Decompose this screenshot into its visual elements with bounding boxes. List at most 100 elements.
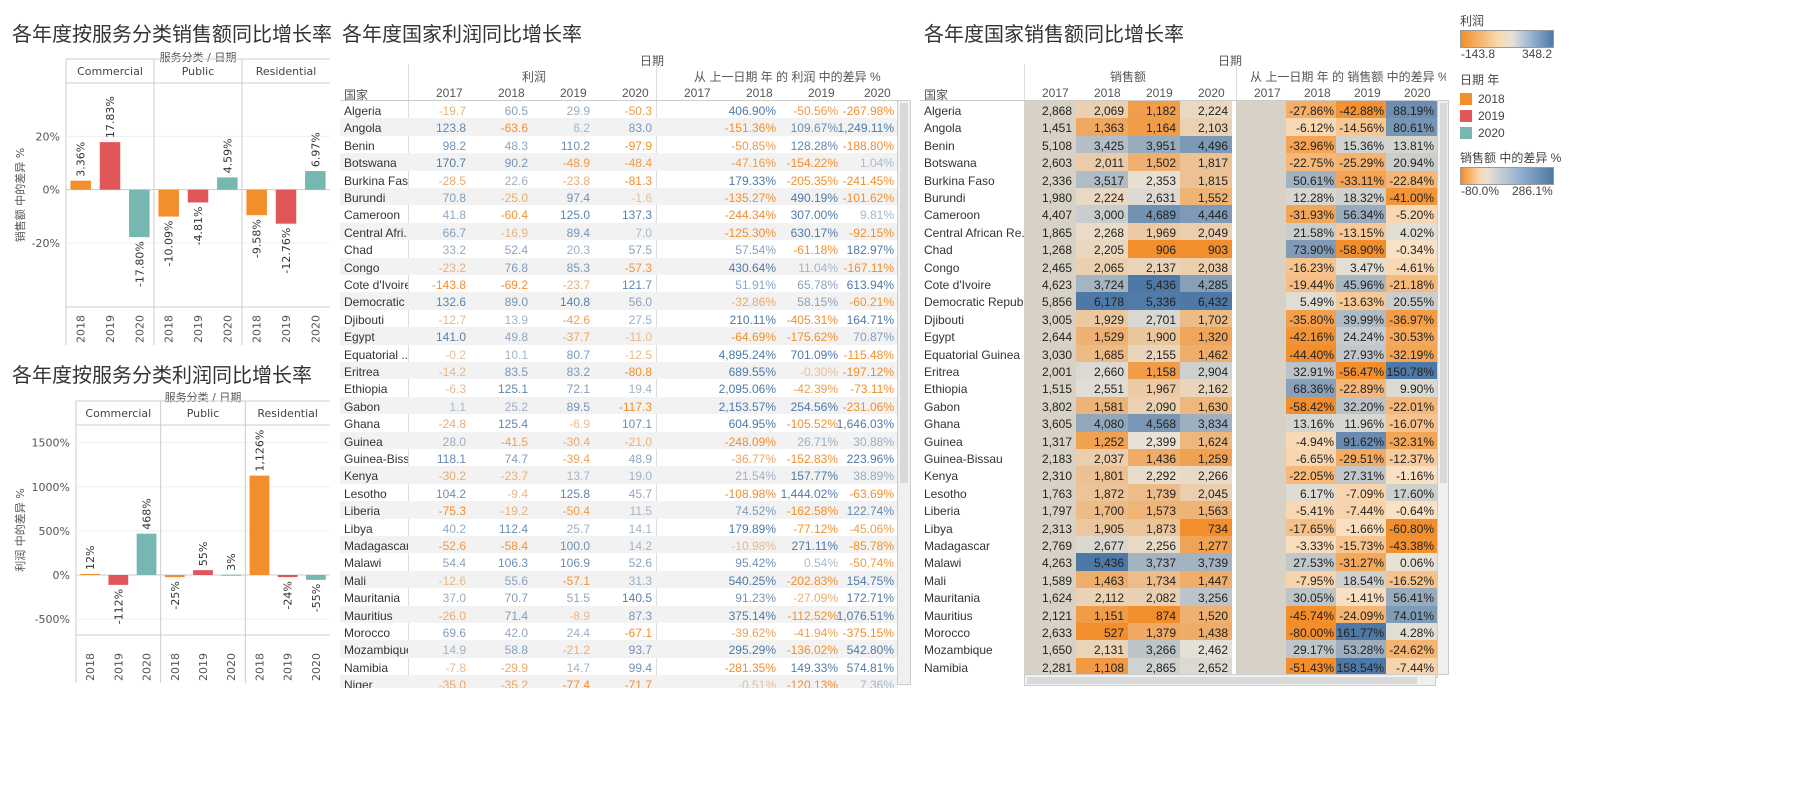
table-value-cell: 3,737 (1128, 553, 1180, 574)
table-diff-cell: 21.54% (735, 469, 776, 484)
table-diff-cell: 1,076.51% (836, 608, 894, 623)
table-diff-cell: 7.36% (859, 678, 894, 688)
table-diff-cell: -135.27% (724, 191, 776, 205)
table-country-cell: Ghana (344, 417, 381, 432)
table-row: Angola 1,451 1,363 1,164 2,103 -6.12% -14.56% 8… (920, 118, 1438, 139)
table-value-cell: 527 (1076, 623, 1128, 643)
profit-table-vscrollbar[interactable] (897, 100, 911, 685)
table-diff-cell: -41.94% (793, 626, 838, 640)
table-value-cell: 1,650 (1024, 640, 1076, 661)
table-country-cell: Central African Re.. (924, 225, 1024, 240)
table-row: Algeria -19.7 60.5 29.9 -50.3 406.90% -50.56% -… (340, 101, 898, 118)
year-legend-item-2020[interactable]: 2020 (1460, 126, 1505, 140)
table-value-cell: 1,900 (1128, 327, 1180, 348)
table-diff-cell: -44.40% (1286, 344, 1338, 365)
table-value-cell: 93.7 (628, 643, 652, 658)
table-row: Kenya -30.2 -23.7 13.7 19.0 21.54% 157.77% 38.8… (340, 466, 898, 484)
table-diff-cell: -33.11% (1336, 170, 1388, 191)
profit-color-ramp[interactable] (1460, 30, 1554, 48)
table-row: Guinea-Bissau 2,183 2,037 1,436 1,259 -6.65% -… (920, 449, 1438, 469)
year-legend-item-2019[interactable]: 2019 (1460, 109, 1505, 123)
table-value-cell: 24.4 (566, 626, 590, 640)
table-value-cell: -19.7 (438, 104, 466, 118)
table-diff-cell (1236, 275, 1288, 295)
table-value-cell: 57.5 (628, 243, 652, 258)
x-tick-label: 2020 (309, 315, 322, 343)
table-country-cell: Burundi (924, 191, 966, 205)
table-row: Cote d'Ivoire -143.8 -69.2 -23.7 121.7 51.91%… (340, 275, 898, 292)
table-diff-cell (1236, 327, 1288, 348)
table-value-cell: 3,724 (1076, 275, 1128, 295)
table-row: Cote d'Ivoire 4,623 3,724 5,436 4,285 -19.44%… (920, 275, 1438, 295)
table-value-cell: 125.4 (497, 417, 528, 432)
sales-diff-color-ramp[interactable] (1460, 167, 1554, 185)
table-value-cell: 2,037 (1076, 449, 1128, 469)
table-diff-cell: 13.16% (1286, 414, 1338, 435)
table-country-cell: Chad (924, 243, 953, 258)
table-value-cell: 2,183 (1024, 449, 1076, 469)
table-value-cell: 3,605 (1024, 414, 1076, 435)
table-diff-cell: -7.44% (1386, 657, 1438, 678)
data-label: 3% (225, 553, 238, 570)
table-diff-cell: 540.25% (728, 573, 776, 588)
table-diff-cell: -267.98% (842, 104, 894, 118)
table-diff-cell: -154.22% (786, 156, 838, 171)
y-tick-label: 20% (36, 130, 60, 143)
sales-table-vscroll-thumb[interactable] (1440, 103, 1447, 483)
table-value-cell: 2,069 (1076, 101, 1128, 121)
table-diff-cell (1236, 344, 1288, 365)
table-country-cell: Botswana (344, 156, 397, 171)
table-diff-cell: 1,646.03% (836, 417, 894, 432)
table-row: Burkina Faso -28.5 22.6 -23.8 -81.3 179.33% -2… (340, 171, 898, 188)
table-year-header: 2017 (1254, 86, 1281, 100)
table-row: Equatorial .. -0.2 10.1 80.7 -12.5 4,895.24% 7… (340, 345, 898, 362)
table-value-cell: -21.0 (624, 434, 652, 449)
bar-residential-2020 (305, 171, 326, 190)
data-label: -4.81% (192, 206, 205, 245)
table-value-cell: 14.2 (628, 539, 652, 553)
table-value-cell: 3,030 (1024, 344, 1076, 365)
table-row: Burundi 70.8 -25.0 97.4 -1.6 -135.27% 490.19% -… (340, 188, 898, 206)
table-diff-cell: 6.17% (1286, 483, 1338, 504)
y-tick-label: -20% (32, 237, 60, 250)
sales-diff-legend-title: 销售额 中的差异 % (1460, 151, 1562, 165)
table-value-cell: 2,224 (1076, 188, 1128, 208)
table-value-cell: 90.2 (504, 156, 528, 171)
table-diff-cell: -25.29% (1336, 153, 1388, 174)
bar-commercial-2020 (136, 533, 157, 575)
table-country-cell: Morocco (924, 626, 971, 640)
table-value-cell: 83.5 (504, 365, 528, 379)
table-value-cell: 42.0 (504, 626, 528, 640)
year-legend-item-2018[interactable]: 2018 (1460, 92, 1505, 106)
table-value-cell: 121.7 (621, 278, 652, 292)
table-value-cell: 1,865 (1024, 222, 1076, 243)
table-value-cell: 31.3 (628, 573, 652, 588)
data-label: -25% (169, 581, 182, 609)
profit-legend-min: -143.8 (1461, 47, 1496, 61)
table-country-cell: Angola (344, 121, 382, 136)
table-country-cell: Mauritius (924, 608, 973, 623)
table-value-cell: -8.9 (569, 608, 590, 623)
table-value-cell: -50.4 (562, 504, 590, 519)
sales-table-hscrollbar[interactable] (1024, 674, 1436, 686)
x-tick-label: 2018 (253, 653, 266, 681)
table-measure2-header: 从 上一日期 年 的 销售额 中的差异 % (1250, 70, 1446, 84)
table-diff-cell: -58.90% (1336, 240, 1388, 261)
table-value-cell: 2,011 (1076, 153, 1128, 174)
profit-table-vscroll-thumb[interactable] (900, 103, 908, 483)
table-value-cell: -41.5 (500, 434, 528, 449)
table-value-cell: 3,802 (1024, 396, 1076, 417)
table-diff-cell: 701.09% (790, 347, 838, 362)
table-diff-cell: -56.47% (1336, 362, 1388, 382)
table-value-cell: 1,967 (1128, 379, 1180, 400)
table-diff-cell: 254.56% (790, 399, 838, 414)
sales-table-vscrollbar[interactable] (1437, 100, 1449, 675)
sales-table-hscroll-thumb[interactable] (1027, 677, 1417, 684)
table-value-cell: 104.2 (435, 486, 466, 501)
table-value-cell: 2,090 (1128, 396, 1180, 417)
year-legend-label: 2019 (1478, 109, 1505, 123)
panel-label: Public (187, 407, 220, 420)
table-row: Mozambique 14.9 58.8 -21.2 93.7 295.29% -136.0… (340, 640, 898, 658)
table-value-cell: 4,285 (1180, 275, 1232, 295)
